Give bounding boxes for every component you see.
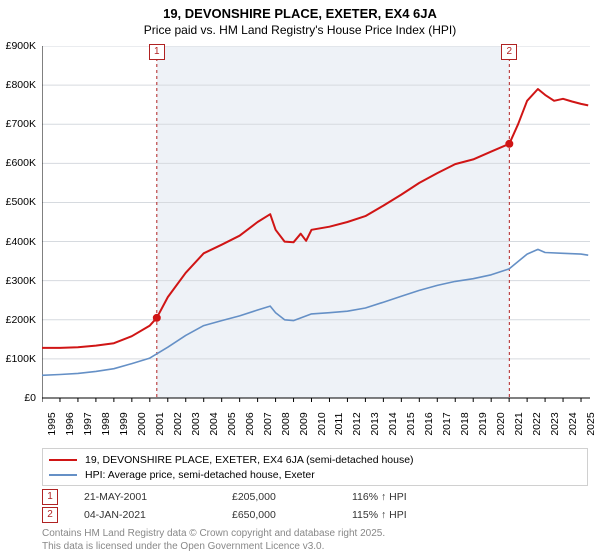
y-axis-label: £800K xyxy=(0,79,36,91)
footnote-line1: Contains HM Land Registry data © Crown c… xyxy=(42,528,385,541)
legend-item: HPI: Average price, semi-detached house,… xyxy=(49,467,581,482)
sale-pct: 115% ↑ HPI xyxy=(352,509,472,521)
y-axis-label: £700K xyxy=(0,118,36,130)
x-axis-label: 2006 xyxy=(244,412,256,435)
chart-title-line1: 19, DEVONSHIRE PLACE, EXETER, EX4 6JA xyxy=(0,6,600,23)
price-chart: £0£100K£200K£300K£400K£500K£600K£700K£80… xyxy=(42,46,590,416)
sale-date: 21-MAY-2001 xyxy=(84,491,232,503)
x-axis-label: 1998 xyxy=(100,412,112,435)
sale-date: 04-JAN-2021 xyxy=(84,509,232,521)
x-axis-label: 2015 xyxy=(405,412,417,435)
x-axis-label: 1997 xyxy=(82,412,94,435)
legend-swatch xyxy=(49,474,77,476)
sale-price: £205,000 xyxy=(232,491,352,503)
y-axis-label: £900K xyxy=(0,40,36,52)
sale-row: 1 21-MAY-2001£205,000116% ↑ HPI xyxy=(42,488,588,506)
x-axis-label: 2004 xyxy=(208,412,220,435)
x-axis-label: 2017 xyxy=(441,412,453,435)
x-axis-label: 2021 xyxy=(513,412,525,435)
x-axis-label: 2013 xyxy=(369,412,381,435)
x-axis-label: 2003 xyxy=(190,412,202,435)
footnote-line2: This data is licensed under the Open Gov… xyxy=(42,541,385,554)
x-axis-label: 1995 xyxy=(46,412,58,435)
legend-label: 19, DEVONSHIRE PLACE, EXETER, EX4 6JA (s… xyxy=(85,454,414,466)
x-axis-label: 2002 xyxy=(172,412,184,435)
y-axis-label: £300K xyxy=(0,275,36,287)
x-axis-label: 2011 xyxy=(333,413,345,436)
x-axis-label: 2016 xyxy=(423,412,435,435)
sale-pct: 116% ↑ HPI xyxy=(352,491,472,503)
legend-swatch xyxy=(49,459,77,461)
y-axis-label: £0 xyxy=(0,392,36,404)
y-axis-label: £100K xyxy=(0,353,36,365)
x-axis-label: 2022 xyxy=(531,412,543,435)
x-axis-label: 2007 xyxy=(262,412,274,435)
x-axis-label: 2014 xyxy=(387,412,399,435)
x-axis-label: 1996 xyxy=(64,412,76,435)
x-axis-label: 2010 xyxy=(316,412,328,435)
y-axis-label: £200K xyxy=(0,314,36,326)
sale-marker-box: 2 xyxy=(501,44,517,60)
x-axis-label: 2020 xyxy=(495,412,507,435)
y-axis-label: £500K xyxy=(0,196,36,208)
legend-item: 19, DEVONSHIRE PLACE, EXETER, EX4 6JA (s… xyxy=(49,452,581,467)
chart-title: 19, DEVONSHIRE PLACE, EXETER, EX4 6JA Pr… xyxy=(0,0,600,38)
x-axis-label: 2024 xyxy=(567,412,579,435)
sale-marker-box: 1 xyxy=(149,44,165,60)
sale-price: £650,000 xyxy=(232,509,352,521)
x-axis-label: 2025 xyxy=(585,412,597,435)
sale-index-box: 2 xyxy=(42,507,58,523)
x-axis-label: 2001 xyxy=(154,412,166,435)
x-axis-label: 2008 xyxy=(280,412,292,435)
chart-svg xyxy=(42,46,590,418)
y-axis-label: £400K xyxy=(0,236,36,248)
x-axis-label: 2023 xyxy=(549,412,561,435)
sale-row: 2 04-JAN-2021£650,000115% ↑ HPI xyxy=(42,506,588,524)
x-axis-label: 2019 xyxy=(477,412,489,435)
footnote: Contains HM Land Registry data © Crown c… xyxy=(42,528,385,553)
chart-title-line2: Price paid vs. HM Land Registry's House … xyxy=(0,23,600,39)
sales-table: 1 21-MAY-2001£205,000116% ↑ HPI 2 04-JAN-20… xyxy=(42,488,588,524)
x-axis-label: 2012 xyxy=(351,412,363,435)
x-axis-label: 1999 xyxy=(118,412,130,435)
y-axis-label: £600K xyxy=(0,157,36,169)
x-axis-label: 2018 xyxy=(459,412,471,435)
x-axis-label: 2000 xyxy=(136,412,148,435)
legend-label: HPI: Average price, semi-detached house,… xyxy=(85,469,315,481)
x-axis-label: 2009 xyxy=(298,412,310,435)
x-axis-label: 2005 xyxy=(226,412,238,435)
sale-index-box: 1 xyxy=(42,489,58,505)
chart-legend: 19, DEVONSHIRE PLACE, EXETER, EX4 6JA (s… xyxy=(42,448,588,486)
